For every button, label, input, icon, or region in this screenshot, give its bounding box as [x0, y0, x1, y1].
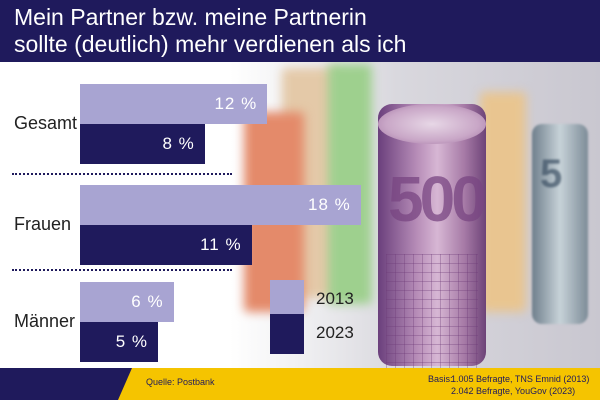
basis-line-2013: 1.005 Befragte, TNS Emnid (2013)	[451, 374, 590, 384]
basis-label: Basis:	[428, 374, 453, 384]
legend-swatch-2013	[270, 280, 304, 320]
data-label-m-nner-2013: 6 %	[131, 292, 164, 311]
legend-label-2013: 2013	[316, 289, 354, 308]
blurred-banknote-green	[328, 64, 372, 304]
bar-m-nner-2023: 5 %	[80, 322, 158, 362]
roll-top-face	[378, 104, 486, 144]
group-separator	[12, 173, 232, 175]
data-label-m-nner-2023: 5 %	[115, 332, 148, 351]
basis-line-2023: 2.042 Befragte, YouGov (2023)	[451, 386, 576, 396]
data-label-frauen-2023: 11 %	[200, 235, 242, 254]
footer-navy-notch	[0, 368, 132, 400]
chart-title: Mein Partner bzw. meine Partnerin sollte…	[14, 4, 407, 57]
bar-gesamt-2013: 12 %	[80, 84, 268, 124]
bar-frauen-2013: 18 %	[80, 185, 361, 225]
group-separator	[12, 269, 232, 271]
category-label-frauen: Frauen	[14, 214, 72, 234]
blurred-banknote-orange	[480, 92, 526, 312]
data-label-gesamt-2023: 8 %	[162, 134, 195, 153]
category-label-gesamt: Gesamt	[14, 113, 78, 133]
category-label-m-nner: Männer	[14, 311, 76, 331]
rolled-euro-banknotes-photo: 5 500	[230, 62, 600, 368]
bar-frauen-2023: 11 %	[80, 225, 252, 265]
legend-label-2023: 2023	[316, 323, 354, 342]
legend-swatch-2023	[270, 314, 304, 354]
data-label-frauen-2013: 18 %	[308, 195, 351, 214]
data-label-gesamt-2013: 12 %	[214, 94, 258, 113]
banknote-pattern	[386, 254, 478, 368]
source-text: Quelle: Postbank	[146, 377, 215, 387]
rolled-500-euro-note: 500	[378, 104, 487, 368]
header-bar: Mein Partner bzw. meine Partnerin sollte…	[0, 0, 600, 62]
rolled-5-euro-note: 5	[532, 124, 588, 324]
bar-m-nner-2013: 6 %	[80, 282, 174, 322]
bar-gesamt-2023: 8 %	[80, 124, 205, 164]
